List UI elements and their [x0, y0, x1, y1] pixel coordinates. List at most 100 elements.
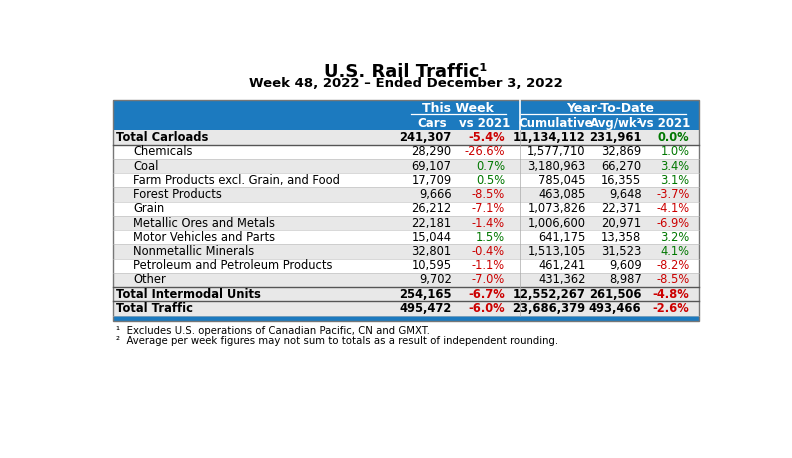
Bar — [113, 259, 699, 273]
Bar — [113, 173, 699, 187]
Text: 22,181: 22,181 — [412, 217, 451, 229]
Text: -7.1%: -7.1% — [472, 202, 505, 215]
Text: Nonmetallic Minerals: Nonmetallic Minerals — [133, 245, 254, 258]
Bar — [113, 316, 699, 321]
Text: 20,971: 20,971 — [601, 217, 642, 229]
Text: Chemicals: Chemicals — [133, 145, 192, 158]
Bar — [113, 287, 699, 301]
Text: 1,577,710: 1,577,710 — [527, 145, 586, 158]
Text: 1.0%: 1.0% — [661, 145, 690, 158]
Bar — [113, 145, 699, 159]
Bar — [113, 301, 699, 316]
Text: 4.1%: 4.1% — [661, 245, 690, 258]
Text: Grain: Grain — [133, 202, 165, 215]
Text: -8.2%: -8.2% — [657, 259, 690, 272]
Text: Motor Vehicles and Parts: Motor Vehicles and Parts — [133, 231, 276, 244]
Text: 3.1%: 3.1% — [661, 174, 690, 187]
Text: 17,709: 17,709 — [412, 174, 451, 187]
Bar — [113, 216, 699, 230]
Text: -8.5%: -8.5% — [472, 188, 505, 201]
Text: 31,523: 31,523 — [601, 245, 642, 258]
Text: Farm Products excl. Grain, and Food: Farm Products excl. Grain, and Food — [133, 174, 340, 187]
Text: 241,307: 241,307 — [399, 131, 451, 144]
Text: 461,241: 461,241 — [539, 259, 586, 272]
Text: Cars: Cars — [417, 117, 447, 130]
Text: 641,175: 641,175 — [539, 231, 586, 244]
Text: 23,686,379: 23,686,379 — [512, 302, 586, 315]
Text: U.S. Rail Traffic¹: U.S. Rail Traffic¹ — [324, 63, 488, 81]
Text: 231,961: 231,961 — [589, 131, 642, 144]
Text: 8,987: 8,987 — [609, 273, 642, 287]
Text: 3,180,963: 3,180,963 — [527, 159, 586, 173]
Text: -6.9%: -6.9% — [657, 217, 690, 229]
Text: -1.1%: -1.1% — [472, 259, 505, 272]
Text: Avg/wk²: Avg/wk² — [589, 117, 642, 130]
Text: 1,513,105: 1,513,105 — [527, 245, 586, 258]
Text: 9,666: 9,666 — [419, 188, 451, 201]
Text: 9,609: 9,609 — [609, 259, 642, 272]
Text: Total Traffic: Total Traffic — [116, 302, 193, 315]
Bar — [113, 131, 699, 145]
Text: Coal: Coal — [133, 159, 158, 173]
Text: Petroleum and Petroleum Products: Petroleum and Petroleum Products — [133, 259, 333, 272]
Text: 463,085: 463,085 — [539, 188, 586, 201]
Text: -7.0%: -7.0% — [472, 273, 505, 287]
Text: -1.4%: -1.4% — [472, 217, 505, 229]
Text: Cumulative: Cumulative — [518, 117, 592, 130]
Text: 32,801: 32,801 — [412, 245, 451, 258]
Text: 3.4%: 3.4% — [661, 159, 690, 173]
Text: Year-To-Date: Year-To-Date — [566, 102, 654, 114]
Text: Other: Other — [133, 273, 166, 287]
Text: ¹  Excludes U.S. operations of Canadian Pacific, CN and GMXT.: ¹ Excludes U.S. operations of Canadian P… — [116, 326, 430, 336]
Text: 0.5%: 0.5% — [476, 174, 505, 187]
Text: 0.0%: 0.0% — [658, 131, 690, 144]
Text: vs 2021: vs 2021 — [459, 117, 510, 130]
Text: 254,165: 254,165 — [399, 288, 451, 301]
Text: -0.4%: -0.4% — [472, 245, 505, 258]
Bar — [113, 100, 699, 321]
Text: 16,355: 16,355 — [601, 174, 642, 187]
Text: -3.7%: -3.7% — [657, 188, 690, 201]
Text: 66,270: 66,270 — [601, 159, 642, 173]
Text: 261,506: 261,506 — [589, 288, 642, 301]
Bar — [113, 100, 699, 131]
Text: Total Intermodal Units: Total Intermodal Units — [116, 288, 261, 301]
Text: -4.8%: -4.8% — [653, 288, 690, 301]
Text: -2.6%: -2.6% — [653, 302, 690, 315]
Text: 9,648: 9,648 — [609, 188, 642, 201]
Text: Total Carloads: Total Carloads — [116, 131, 208, 144]
Text: 22,371: 22,371 — [601, 202, 642, 215]
Text: This Week: This Week — [422, 102, 494, 114]
Text: ²  Average per week figures may not sum to totals as a result of independent rou: ² Average per week figures may not sum t… — [116, 336, 558, 346]
Text: -8.5%: -8.5% — [657, 273, 690, 287]
Text: Metallic Ores and Metals: Metallic Ores and Metals — [133, 217, 275, 229]
Text: -5.4%: -5.4% — [469, 131, 505, 144]
Text: 0.7%: 0.7% — [476, 159, 505, 173]
Text: 3.2%: 3.2% — [661, 231, 690, 244]
Text: 785,045: 785,045 — [539, 174, 586, 187]
Bar — [113, 230, 699, 245]
Text: -26.6%: -26.6% — [465, 145, 505, 158]
Text: 10,595: 10,595 — [412, 259, 451, 272]
Text: 13,358: 13,358 — [601, 231, 642, 244]
Text: 1,073,826: 1,073,826 — [527, 202, 586, 215]
Text: 495,472: 495,472 — [399, 302, 451, 315]
Text: Week 48, 2022 – Ended December 3, 2022: Week 48, 2022 – Ended December 3, 2022 — [249, 76, 563, 89]
Text: Forest Products: Forest Products — [133, 188, 222, 201]
Text: 9,702: 9,702 — [419, 273, 451, 287]
Text: 12,552,267: 12,552,267 — [513, 288, 586, 301]
Bar — [113, 187, 699, 202]
Text: 11,134,112: 11,134,112 — [513, 131, 586, 144]
Text: 1,006,600: 1,006,600 — [527, 217, 586, 229]
Bar — [113, 202, 699, 216]
Text: 431,362: 431,362 — [539, 273, 586, 287]
Bar — [113, 245, 699, 259]
Text: -6.7%: -6.7% — [468, 288, 505, 301]
Text: 1.5%: 1.5% — [476, 231, 505, 244]
Text: vs 2021: vs 2021 — [639, 117, 691, 130]
Bar — [113, 159, 699, 173]
Text: -4.1%: -4.1% — [657, 202, 690, 215]
Text: 32,869: 32,869 — [601, 145, 642, 158]
Text: 69,107: 69,107 — [412, 159, 451, 173]
Bar — [113, 273, 699, 287]
